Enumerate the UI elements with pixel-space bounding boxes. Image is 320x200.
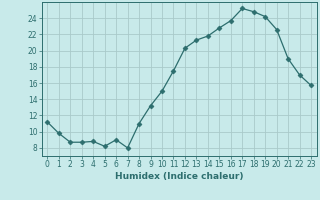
X-axis label: Humidex (Indice chaleur): Humidex (Indice chaleur) (115, 172, 244, 181)
